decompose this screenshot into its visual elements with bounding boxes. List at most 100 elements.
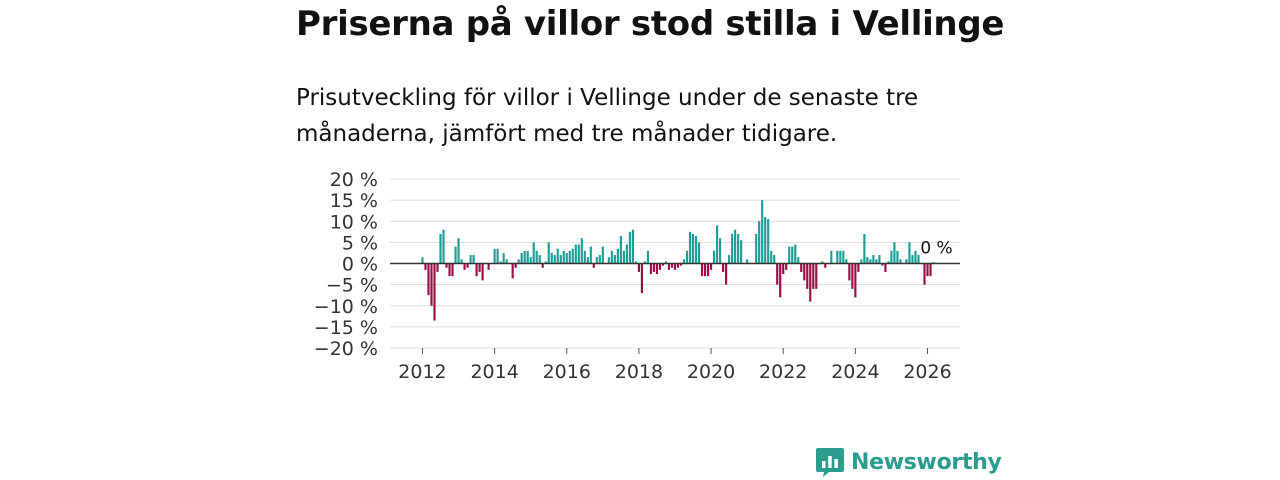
bar — [610, 250, 613, 264]
annotations: 0 % — [920, 239, 952, 259]
bar — [622, 250, 625, 264]
bar — [785, 263, 788, 270]
bar — [517, 259, 520, 264]
x-tick-label: 2014 — [470, 361, 518, 383]
bar — [893, 242, 896, 264]
bar — [454, 246, 457, 264]
bar — [505, 259, 508, 264]
bar — [616, 248, 619, 264]
bar — [496, 248, 499, 264]
x-tick-label: 2020 — [687, 361, 735, 383]
x-tick-label: 2024 — [831, 361, 879, 383]
bar — [646, 250, 650, 264]
y-tick-label: 5 % — [342, 232, 378, 254]
x-tick-label: 2022 — [759, 361, 807, 383]
bar — [439, 233, 442, 264]
bar — [457, 238, 460, 264]
bar — [872, 255, 875, 264]
bar — [661, 263, 665, 266]
bar — [740, 240, 743, 264]
x-tick-label: 2018 — [615, 361, 663, 383]
bar — [481, 263, 484, 281]
bar — [848, 263, 851, 281]
bar — [706, 263, 710, 277]
bar — [712, 250, 716, 264]
bar — [613, 255, 616, 264]
y-tick-label: −15 % — [314, 317, 378, 339]
bar — [535, 250, 538, 264]
bar — [725, 263, 728, 285]
bar — [815, 263, 818, 289]
bar — [890, 250, 893, 264]
bar — [866, 257, 869, 264]
bar — [556, 248, 559, 264]
bar — [899, 259, 902, 264]
y-axis: 20 %15 %10 %5 %0 %−5 %−10 %−15 %−20 % — [314, 169, 378, 360]
bar — [628, 231, 631, 264]
bar — [592, 263, 595, 268]
newsworthy-logo: Newsworthy — [815, 446, 1002, 478]
y-tick-label: −20 % — [314, 338, 378, 360]
bar — [640, 263, 644, 294]
bar — [767, 219, 770, 264]
bar — [541, 263, 544, 268]
bar — [583, 250, 586, 264]
bar — [770, 250, 773, 264]
bar — [908, 242, 911, 264]
bar — [923, 263, 926, 285]
bar — [911, 255, 914, 264]
bar — [574, 244, 577, 264]
bar — [667, 263, 671, 270]
bar — [655, 263, 659, 275]
bar — [755, 233, 758, 264]
bar — [854, 263, 857, 298]
bar — [842, 250, 845, 264]
bar — [619, 236, 622, 264]
bar — [559, 255, 562, 264]
bar — [875, 259, 878, 264]
y-tick-label: −10 % — [314, 296, 378, 318]
bar — [526, 250, 529, 264]
bar — [589, 246, 592, 264]
bar — [722, 263, 725, 272]
bar — [761, 200, 764, 264]
bar — [878, 255, 881, 264]
bar — [905, 259, 908, 264]
bar — [529, 257, 532, 264]
bar — [475, 263, 478, 277]
bar — [806, 263, 809, 289]
y-tick-label: 20 % — [330, 169, 378, 191]
bar — [758, 221, 761, 264]
bar — [562, 250, 565, 264]
bar — [580, 238, 583, 264]
bar — [929, 263, 932, 277]
bar — [794, 244, 797, 264]
bar — [851, 263, 854, 289]
x-tick-label: 2016 — [543, 361, 591, 383]
bar — [538, 255, 541, 264]
bar — [728, 255, 731, 264]
x-tick-label: 2026 — [903, 361, 951, 383]
bar — [688, 231, 692, 264]
bar — [812, 263, 815, 289]
bar — [451, 263, 454, 277]
bar — [809, 263, 812, 302]
bar — [487, 263, 490, 270]
bar — [649, 263, 653, 275]
chart-subtitle: Prisutveckling för villor i Vellinge und… — [296, 85, 919, 147]
bar — [448, 263, 451, 277]
bar — [782, 263, 785, 275]
bar — [643, 261, 647, 264]
bar — [836, 250, 839, 264]
bar — [499, 261, 502, 264]
bar — [845, 259, 848, 264]
bar — [637, 263, 640, 272]
bar — [430, 263, 433, 306]
bar — [427, 263, 430, 296]
newsworthy-logo-icon — [816, 448, 844, 477]
bar — [700, 263, 704, 277]
bar — [652, 263, 656, 272]
bar — [703, 263, 707, 277]
bar — [601, 246, 604, 264]
bar — [544, 261, 547, 264]
